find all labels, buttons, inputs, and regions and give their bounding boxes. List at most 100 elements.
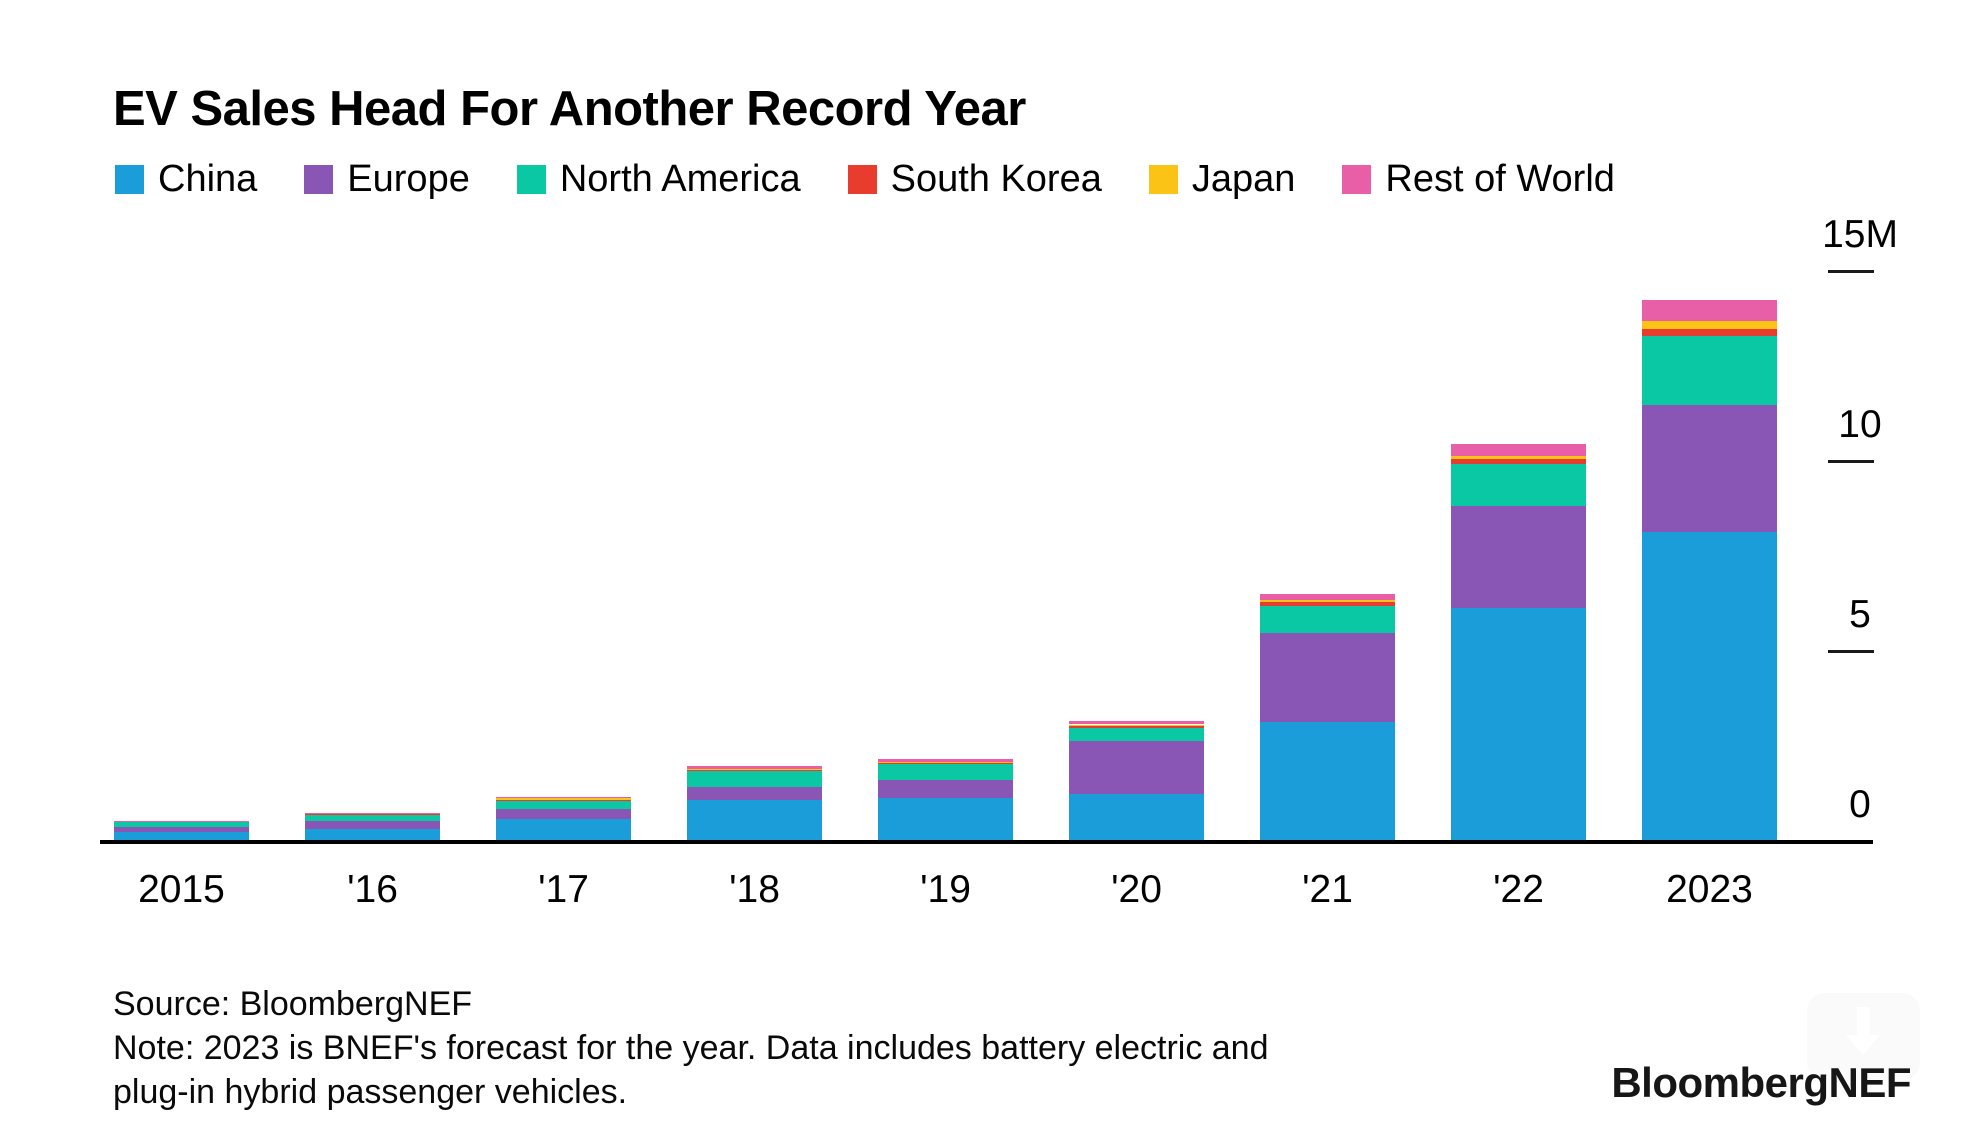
bar-segment-18-china — [687, 800, 822, 840]
legend-item-south-korea: South Korea — [847, 158, 1102, 201]
download-button[interactable] — [1807, 993, 1920, 1080]
bar-segment-19-north-america — [878, 764, 1013, 781]
x-axis-line — [100, 840, 1873, 844]
legend-swatch-north-america — [516, 165, 546, 194]
chart-title: EV Sales Head For Another Record Year — [113, 81, 1026, 136]
bar-segment-21-north-america — [1260, 605, 1395, 633]
download-icon-head — [1846, 1035, 1880, 1055]
bar-segment-16-north-america — [305, 814, 440, 821]
bar-segment-18-north-america — [687, 770, 822, 787]
bar-segment-2023-europe — [1642, 404, 1777, 533]
bar-20 — [1069, 721, 1204, 840]
bar-segment-2023-south-korea — [1642, 328, 1777, 336]
bar-segment-17-china — [496, 819, 631, 840]
bar-segment-20-china — [1069, 794, 1204, 840]
legend-label-japan: Japan — [1191, 158, 1296, 200]
bar-segment-2015-china — [114, 832, 249, 840]
x-axis-label-2015: 2015 — [138, 868, 225, 911]
bar-segment-17-rest-of-world — [496, 797, 631, 799]
bar-segment-2015-japan — [114, 821, 249, 822]
legend-swatch-japan — [1148, 165, 1178, 194]
chart-footer: Source: BloombergNEF Note: 2023 is BNEF'… — [113, 982, 1269, 1114]
legend-item-china: China — [115, 158, 257, 201]
legend-item-rest-of-world: Rest of World — [1342, 158, 1615, 201]
x-axis-label-18: '18 — [729, 868, 780, 911]
legend-label-rest-of-world: Rest of World — [1385, 158, 1615, 200]
bar-segment-22-japan — [1451, 455, 1586, 459]
bar-segment-21-china — [1260, 722, 1395, 840]
bar-segment-21-japan — [1260, 599, 1395, 602]
bar-segment-18-europe — [687, 786, 822, 801]
bar-segment-20-japan — [1069, 724, 1204, 726]
bar-2015 — [114, 820, 249, 840]
bar-segment-2015-north-america — [114, 821, 249, 827]
bar-segment-21-europe — [1260, 632, 1395, 723]
y-axis-label-5: 5 — [1849, 593, 1871, 636]
legend-swatch-rest-of-world — [1342, 165, 1372, 194]
bar-segment-17-north-america — [496, 800, 631, 809]
bar-segment-19-japan — [878, 761, 1013, 763]
bar-segment-21-south-korea — [1260, 601, 1395, 606]
legend-item-japan: Japan — [1148, 158, 1296, 201]
bar-segment-19-china — [878, 798, 1013, 840]
bar-2023 — [1642, 300, 1777, 840]
bar-segment-18-rest-of-world — [687, 765, 822, 769]
bar-segment-19-europe — [878, 780, 1013, 799]
x-axis-label-20: '20 — [1111, 868, 1162, 911]
legend-swatch-china — [115, 165, 144, 194]
legend-swatch-south-korea — [847, 165, 877, 194]
bar-segment-18-japan — [687, 768, 822, 770]
download-icon — [1857, 1007, 1870, 1035]
bar-segment-16-china — [305, 828, 440, 840]
bar-segment-2023-rest-of-world — [1642, 300, 1777, 322]
bar-segment-2015-europe — [114, 826, 249, 833]
bar-segment-2023-china — [1642, 532, 1777, 840]
bar-21 — [1260, 593, 1395, 840]
legend-label-north-america: North America — [559, 158, 801, 200]
legend-label-south-korea: South Korea — [890, 158, 1102, 200]
bar-segment-16-europe — [305, 821, 440, 829]
bar-segment-2023-north-america — [1642, 335, 1777, 405]
x-axis-label-2023: 2023 — [1666, 868, 1753, 911]
bar-segment-22-europe — [1451, 505, 1586, 609]
bar-18 — [687, 765, 822, 840]
bar-segment-19-south-korea — [878, 762, 1013, 764]
chart-legend: China Europe North America South Korea Japan… — [115, 158, 1615, 201]
bar-segment-17-europe — [496, 808, 631, 820]
note-line-2: plug-in hybrid passenger vehicles. — [113, 1073, 628, 1111]
bar-segment-20-rest-of-world — [1069, 721, 1204, 725]
x-axis-label-19: '19 — [920, 868, 971, 911]
bar-segment-21-rest-of-world — [1260, 593, 1395, 600]
bar-segment-20-europe — [1069, 741, 1204, 795]
bar-19 — [878, 758, 1013, 840]
x-axis-label-16: '16 — [347, 868, 398, 911]
bar-segment-16-japan — [305, 813, 440, 815]
legend-item-north-america: North America — [516, 158, 801, 201]
legend-label-europe: Europe — [347, 158, 470, 200]
y-axis-label-15m: 15M — [1822, 213, 1898, 256]
y-axis-tick-15m — [1828, 270, 1874, 273]
legend-item-europe: Europe — [304, 158, 470, 201]
x-axis-label-22: '22 — [1493, 868, 1544, 911]
bar-segment-22-rest-of-world — [1451, 443, 1586, 456]
x-axis-label-21: '21 — [1302, 868, 1353, 911]
bar-segment-20-south-korea — [1069, 725, 1204, 728]
bar-segment-22-south-korea — [1451, 458, 1586, 464]
legend-swatch-europe — [304, 165, 334, 194]
bloombergnef-logo: BloombergNEF — [1611, 1059, 1911, 1106]
bar-segment-22-north-america — [1451, 463, 1586, 506]
y-axis-label-0: 0 — [1849, 783, 1871, 826]
y-axis-tick-10 — [1828, 460, 1874, 463]
bar-segment-20-north-america — [1069, 727, 1204, 742]
y-axis-label-10: 10 — [1838, 403, 1882, 446]
bar-segment-2023-japan — [1642, 321, 1777, 329]
bar-17 — [496, 797, 631, 840]
bar-segment-19-rest-of-world — [878, 758, 1013, 762]
bar-segment-22-china — [1451, 608, 1586, 840]
note-line-1: Note: 2023 is BNEF's forecast for the ye… — [113, 1029, 1269, 1067]
bar-segment-18-south-korea — [687, 769, 822, 771]
bar-16 — [305, 813, 440, 840]
bar-segment-17-japan — [496, 798, 631, 801]
